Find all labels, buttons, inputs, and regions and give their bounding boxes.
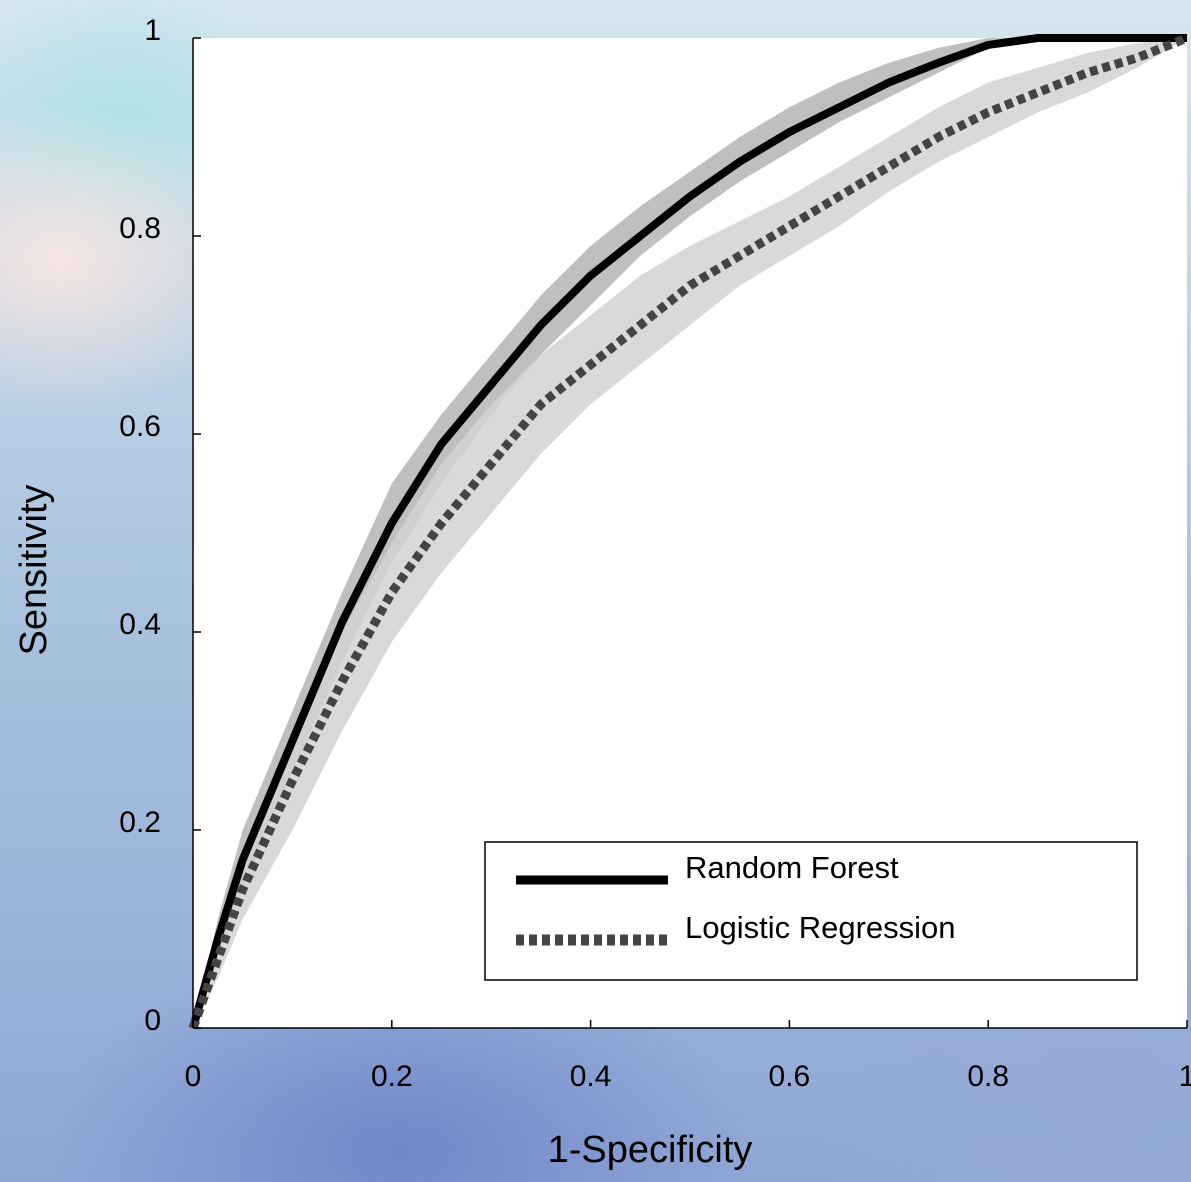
x-tick-label: 0 bbox=[185, 1060, 202, 1093]
legend-label: Random Forest bbox=[685, 850, 899, 885]
roc-line bbox=[188, 33, 1189, 1030]
legend-label: Logistic Regression bbox=[685, 910, 956, 945]
x-tick-label: 0.8 bbox=[967, 1060, 1009, 1093]
y-tick-label: 0.6 bbox=[119, 410, 161, 443]
y-tick-label: 1 bbox=[144, 14, 161, 47]
x-tick-label: 1 bbox=[1179, 1060, 1191, 1093]
x-tick-label: 0.6 bbox=[769, 1060, 811, 1093]
y-tick-label: 0.4 bbox=[119, 608, 161, 641]
x-tick-label: 0.2 bbox=[371, 1060, 413, 1093]
y-tick-label: 0 bbox=[144, 1004, 161, 1037]
y-tick-label: 0.2 bbox=[119, 806, 161, 839]
legend: Random Forest Logistic Regression bbox=[484, 841, 1138, 981]
y-tick-label: 0.8 bbox=[119, 212, 161, 245]
x-axis-title: 1-Specificity bbox=[548, 1129, 753, 1171]
legend-box bbox=[484, 841, 1138, 981]
confidence-band bbox=[193, 38, 1187, 1028]
x-tick-label: 0.4 bbox=[570, 1060, 612, 1093]
roc-line bbox=[189, 34, 1187, 1030]
y-axis-title: Sensitivity bbox=[13, 484, 55, 655]
